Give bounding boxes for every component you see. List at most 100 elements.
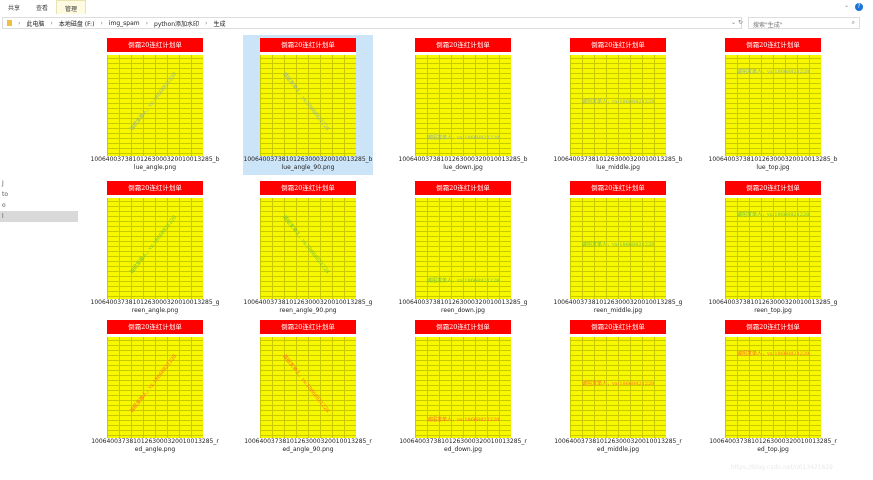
image-thumbnail: 倒霜20连红计划单 诚招发单人，vx:18668821228 [725,320,821,438]
watermark-text: 诚招发单人，vx:18668821228 [582,381,655,387]
thumbnail-title: 倒霜20连红计划单 [107,38,203,52]
header-row [725,52,821,55]
thumbnail-title: 倒霜20连红计划单 [415,38,511,52]
file-name[interactable]: 10064003738101263000320010013285_green_m… [553,299,683,314]
file-name[interactable]: 10064003738101263000320010013285_red_ang… [244,438,372,453]
file-item[interactable]: 倒霜20连红计划单 诚招发单人，vx:18668821228 10064003738… [243,35,373,175]
refresh-icon[interactable]: ↻ [737,19,743,26]
history-dropdown-icon[interactable]: ⌄ [731,19,737,26]
folder-icon [7,20,12,26]
thumbnail-title: 倒霜20连红计划单 [570,320,666,334]
image-thumbnail: 倒霜20连红计划单诚招发单人，vx:18668821228 [570,181,666,299]
thumbnail-title: 倒霜20连红计划单 [725,320,821,334]
image-thumbnail: 倒霜20连红计划单 诚招发单人，vx:18668821228 [260,320,356,438]
file-name[interactable]: 10064003738101263000320010013285_blue_to… [708,156,838,171]
watermark-text: 诚招发单人，vx:18668821228 [281,353,331,415]
header-row [107,195,203,198]
watermark-text: 诚招发单人，vx:18668821228 [582,99,655,105]
file-item[interactable]: 倒霜20连红计划单 诚招发单人，vx:18668821228 10064003738… [708,35,838,175]
file-item[interactable]: 倒霜20连红计划单 诚招发单人，vx:18668821228 10064003738… [553,317,683,457]
header-row [415,334,511,337]
breadcrumb-this-pc[interactable]: 此电脑 [26,20,45,28]
file-name[interactable]: 10064003738101263000320010013285_blue_do… [398,156,528,171]
file-name[interactable]: 10064003738101263000320010013285_red_top… [709,438,837,453]
header-row [570,52,666,55]
search-input[interactable]: 搜索"生成" ⌕ [748,17,860,29]
file-name[interactable]: 10064003738101263000320010013285_red_dow… [399,438,527,453]
thumbnail-title: 倒霜20连红计划单 [260,181,356,195]
watermark-text: 诚招发单人，vx:18668821228 [128,353,179,415]
address-bar[interactable]: › 此电脑 › 本地磁盘 (F:) › img_spam › python添加水… [2,17,742,29]
thumbnail-title: 倒霜20连红计划单 [725,181,821,195]
chevron-right-icon: › [50,19,53,27]
tab-manage[interactable]: 管理 [56,0,87,14]
image-thumbnail: 倒霜20连红计划单 诚招发单人，vx:18668821228 [415,38,511,156]
thumbnail-title: 倒霜20连红计划单 [415,181,511,195]
file-item[interactable]: 倒霜20连红计划单 诚招发单人，vx:18668821228 10064003738… [243,178,373,318]
breadcrumb-drive[interactable]: 本地磁盘 (F:) [58,20,95,28]
file-item[interactable]: 倒霜20连红计划单 诚招发单人，vx:18668821228 10064003738… [708,178,838,318]
file-item[interactable]: 倒霜20连红计划单 诚招发单人，vx:18668821228 10064003738… [708,317,838,457]
file-item[interactable]: 倒霜20连红计划单 诚招发单人，vx:18668821228 10064003738… [90,35,220,175]
file-name[interactable]: 10064003738101263000320010013285_red_mid… [554,438,682,453]
watermark-text: 诚招发单人，vx:18668821228 [281,214,331,276]
thumbnail-title: 倒霜20连红计划单 [415,320,511,334]
header-row [107,52,203,55]
header-row [260,52,356,55]
image-thumbnail: 倒霜20连红计划单诚招发单人，vx:18668821228 [725,181,821,299]
chevron-right-icon: › [145,19,149,27]
search-icon[interactable]: ⌕ [851,19,855,26]
thumbnail-title: 倒霜20连红计划单 [260,38,356,52]
thumbnail-title: 倒霜20连红计划单 [107,181,203,195]
thumbnail-title: 倒霜20连红计划单 [570,181,666,195]
header-row [570,195,666,198]
nav-item-selected[interactable]: l [0,211,78,222]
file-item[interactable]: 倒霜20连红计划单诚招发单人，vx:18668821228 10064003738… [398,178,528,318]
image-thumbnail: 倒霜20连红计划单诚招发单人，vx:18668821228 [260,181,356,299]
file-name[interactable]: 10064003738101263000320010013285_blue_an… [90,156,220,171]
header-row [415,52,511,55]
file-item[interactable]: 倒霜20连红计划单 诚招发单人，vx:18668821228 10064003738… [553,178,683,318]
header-row [415,195,511,198]
file-name[interactable]: 10064003738101263000320010013285_red_ang… [91,438,219,453]
header-row [260,195,356,198]
breadcrumb-current[interactable]: 生成 [213,20,226,28]
watermark-text: 诚招发单人，vx:18668821228 [737,69,810,75]
watermark-text: 诚招发单人，vx:18668821228 [128,214,179,276]
file-name[interactable]: 10064003738101263000320010013285_green_a… [243,299,373,314]
tab-share[interactable]: 共享 [8,5,21,12]
nav-item[interactable]: J [2,180,4,187]
file-name[interactable]: 10064003738101263000320010013285_blue_mi… [553,156,683,171]
file-item[interactable]: 倒霜20连红计划单 诚招发单人，vx:18668821228 10064003738… [90,317,220,457]
tab-view[interactable]: 查看 [36,5,49,12]
image-thumbnail: 倒霜20连红计划单诚招发单人，vx:18668821228 [107,38,203,156]
image-thumbnail: 倒霜20连红计划单 诚招发单人，vx:18668821228 [107,320,203,438]
file-name[interactable]: 10064003738101263000320010013285_green_d… [398,299,528,314]
expand-ribbon-icon[interactable]: ⌄ [843,2,849,9]
file-name[interactable]: 10064003738101263000320010013285_green_a… [90,299,220,314]
chevron-right-icon: › [100,19,103,27]
image-thumbnail: 倒霜20连红计划单诚招发单人，vx:18668821228 [570,320,666,438]
file-name[interactable]: 10064003738101263000320010013285_blue_an… [243,156,373,171]
header-row [260,334,356,337]
chevron-right-icon: › [205,19,208,27]
file-item[interactable]: 倒霜20连红计划单 诚招发单人，vx:18668821228 10064003738… [243,317,373,457]
nav-item[interactable]: o [2,202,6,209]
breadcrumb-img-spam[interactable]: img_spam [108,19,140,27]
thumbnail-title: 倒霜20连红计划单 [570,38,666,52]
watermark-text: 诚招发单人，vx:18668821228 [427,278,500,284]
nav-item[interactable]: to [2,191,9,198]
file-item[interactable]: 倒霜20连红计划单诚招发单人，vx:18668821228 10064003738… [90,178,220,318]
watermark-text: 诚招发单人，vx:18668821228 [737,212,810,218]
image-thumbnail: 倒霜20连红计划单诚招发单人，vx:18668821228 [570,38,666,156]
header-row [725,334,821,337]
file-item[interactable]: 倒霜20连红计划单 诚招发单人，vx:18668821228 10064003738… [398,317,528,457]
help-icon[interactable]: ? [855,3,863,11]
breadcrumb-python[interactable]: python添加水印 [154,20,200,28]
file-item[interactable]: 倒霜20连红计划单 诚招发单人，vx:18668821228 10064003738… [398,35,528,175]
header-row [107,334,203,337]
watermark-text: 诚招发单人，vx:18668821228 [128,71,179,133]
file-name[interactable]: 10064003738101263000320010013285_green_t… [708,299,838,314]
watermark-text: 诚招发单人，vx:18668821228 [582,242,655,248]
file-item[interactable]: 倒霜20连红计划单 诚招发单人，vx:18668821228 10064003738… [553,35,683,175]
